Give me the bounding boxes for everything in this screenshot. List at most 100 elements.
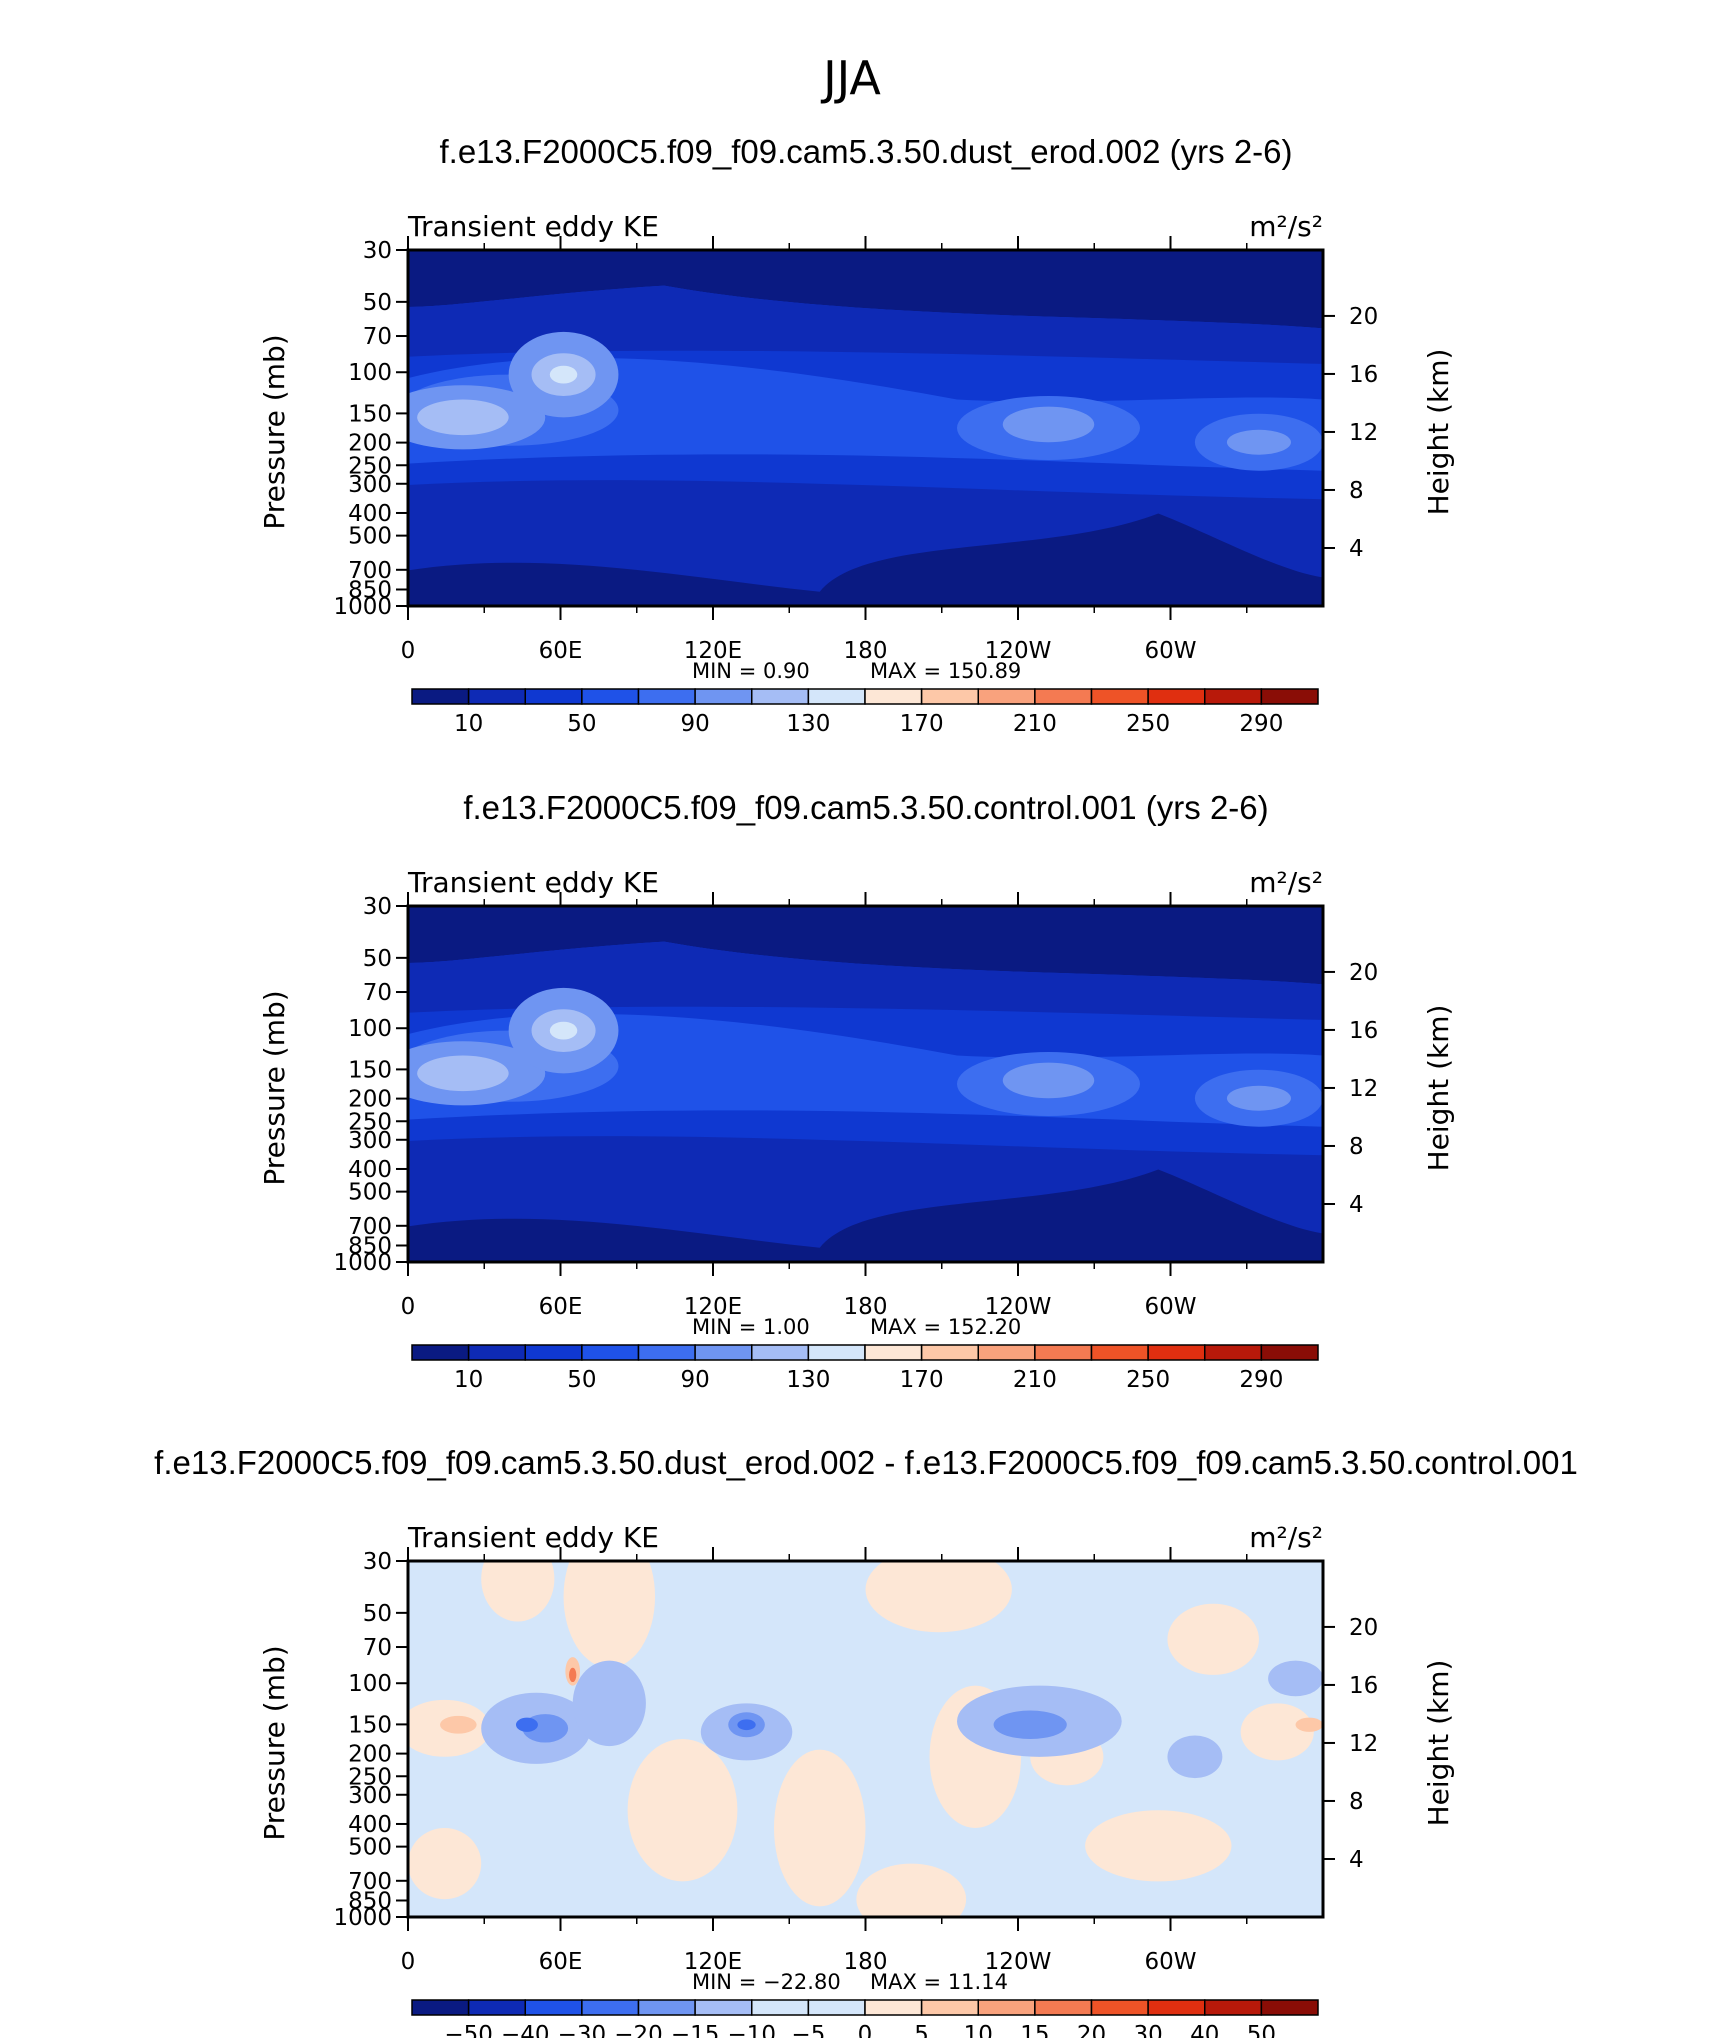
x-tick-label: 180 <box>844 1949 888 1975</box>
positive-anomaly <box>1295 1717 1323 1732</box>
jet-core <box>1002 406 1095 443</box>
negative-anomaly <box>1268 1660 1323 1697</box>
jet-core <box>417 1055 509 1092</box>
positive-anomaly <box>856 1863 967 1917</box>
surface-band <box>408 1169 1323 1262</box>
y2-tick-label: 12 <box>1349 1731 1378 1757</box>
y-tick-label: 50 <box>363 1601 392 1627</box>
y-tick-label: 100 <box>348 1016 392 1042</box>
colorbar-swatch <box>1034 1344 1093 1361</box>
y2-tick-label: 20 <box>1349 304 1378 330</box>
colorbar-swatch <box>977 1999 1036 2016</box>
colorbar-swatch <box>864 1344 923 1361</box>
colorbar-swatch <box>1090 688 1149 705</box>
colorbar-swatch <box>694 1344 753 1361</box>
colorbar-swatch <box>807 1999 866 2016</box>
y-tick-label: 300 <box>348 472 392 498</box>
colorbar-label: −40 <box>501 2022 550 2038</box>
y-tick-label: 70 <box>363 980 392 1006</box>
units-label: m²/s² <box>1249 210 1323 243</box>
positive-anomaly <box>1167 1603 1259 1675</box>
colorbar-swatch <box>977 688 1036 705</box>
colorbar-swatch <box>1260 688 1319 705</box>
max-label: MAX = 152.20 <box>870 1315 1021 1339</box>
y-tick-label: 850 <box>348 578 392 604</box>
colorbar-label: 130 <box>786 711 830 737</box>
colorbar: −50 −40 −30 −20 −15 −10 −5 0 5 10 15 20 30 40 50 <box>411 1999 1319 2038</box>
colorbar-swatch <box>807 1344 866 1361</box>
negative-anomaly <box>572 1660 646 1747</box>
surface-band <box>408 513 1323 606</box>
y-tick-label: 400 <box>348 1157 392 1183</box>
colorbar-label: −50 <box>444 2022 493 2038</box>
panel-title: f.e13.F2000C5.f09_f09.cam5.3.50.dust_ero… <box>439 133 1292 170</box>
colorbar-swatch <box>411 1999 470 2016</box>
colorbar-label: 5 <box>914 2022 929 2038</box>
colorbar-label: −20 <box>614 2022 663 2038</box>
y2-tick-label: 16 <box>1349 362 1378 388</box>
x-tick-label: 120E <box>684 1949 742 1975</box>
x-tick-label: 120W <box>985 1949 1052 1975</box>
y-tick-label: 150 <box>348 401 392 427</box>
colorbar-label: 170 <box>900 1367 944 1393</box>
panel-title: f.e13.F2000C5.f09_f09.cam5.3.50.dust_ero… <box>154 1444 1578 1481</box>
y-tick-label: 1000 <box>333 1905 392 1931</box>
colorbar-swatch <box>1034 1999 1093 2016</box>
colorbar-label: 20 <box>1077 2022 1106 2038</box>
variable-label: Transient eddy KE <box>407 866 659 899</box>
panel-2: f.e13.F2000C5.f09_f09.cam5.3.50.control.… <box>258 789 1455 1393</box>
colorbar-swatch <box>920 1344 979 1361</box>
y-tick-label: 850 <box>348 1889 392 1915</box>
colorbar-label: −30 <box>558 2022 607 2038</box>
y2-tick-label: 12 <box>1349 1076 1378 1102</box>
colorbar-swatch <box>637 1344 696 1361</box>
colorbar-swatch <box>524 1999 583 2016</box>
negative-anomaly <box>1167 1735 1223 1779</box>
colorbar-swatch <box>920 688 979 705</box>
positive-anomaly <box>563 1561 656 1668</box>
units-label: m²/s² <box>1249 866 1323 899</box>
colorbar: 10 50 90 130 170 210 250 290 <box>411 1344 1319 1393</box>
y-tick-label: 250 <box>348 1764 392 1790</box>
panel-3: f.e13.F2000C5.f09_f09.cam5.3.50.dust_ero… <box>154 1444 1578 2038</box>
colorbar-swatch <box>467 1344 526 1361</box>
x-tick-label: 120W <box>985 638 1052 664</box>
stratosphere-band <box>408 250 1323 329</box>
y2-tick-label: 16 <box>1349 1673 1378 1699</box>
y-tick-label: 30 <box>363 238 392 264</box>
y-tick-label: 700 <box>348 1214 392 1240</box>
contour-field <box>408 906 1323 1262</box>
colorbar-swatch <box>637 688 696 705</box>
y-axis-title: Pressure (mb) <box>258 990 291 1185</box>
positive-anomaly <box>774 1749 866 1907</box>
y-axis-title: Pressure (mb) <box>258 1645 291 1840</box>
max-label: MAX = 11.14 <box>870 1970 1008 1994</box>
colorbar-swatch <box>581 1344 640 1361</box>
colorbar-label: 10 <box>964 2022 993 2038</box>
positive-anomaly <box>408 1828 482 1900</box>
panels: f.e13.F2000C5.f09_f09.cam5.3.50.dust_ero… <box>154 133 1578 2038</box>
upper-band <box>408 941 1323 1020</box>
colorbar-label: −10 <box>727 2022 776 2038</box>
y2-tick-label: 16 <box>1349 1018 1378 1044</box>
variable-label: Transient eddy KE <box>407 1521 659 1554</box>
y-tick-label: 400 <box>348 1812 392 1838</box>
colorbar: 10 50 90 130 170 210 250 290 <box>411 688 1319 737</box>
colorbar-swatch <box>411 688 470 705</box>
colorbar-swatch <box>581 1999 640 2016</box>
y-tick-label: 150 <box>348 1712 392 1738</box>
y-tick-label: 850 <box>348 1234 392 1260</box>
y-tick-label: 1000 <box>333 594 392 620</box>
colorbar-label: 50 <box>1247 2022 1276 2038</box>
y-tick-label: 500 <box>348 524 392 550</box>
jet-core <box>1226 429 1291 455</box>
colorbar-label: 50 <box>567 1367 596 1393</box>
colorbar-swatch <box>751 1999 810 2016</box>
min-label: MIN = −22.80 <box>692 1970 841 1994</box>
y-tick-label: 50 <box>363 290 392 316</box>
x-tick-label: 180 <box>844 638 888 664</box>
stratosphere-band <box>408 906 1323 985</box>
negative-anomaly <box>515 1717 538 1732</box>
colorbar-label: 30 <box>1133 2022 1162 2038</box>
